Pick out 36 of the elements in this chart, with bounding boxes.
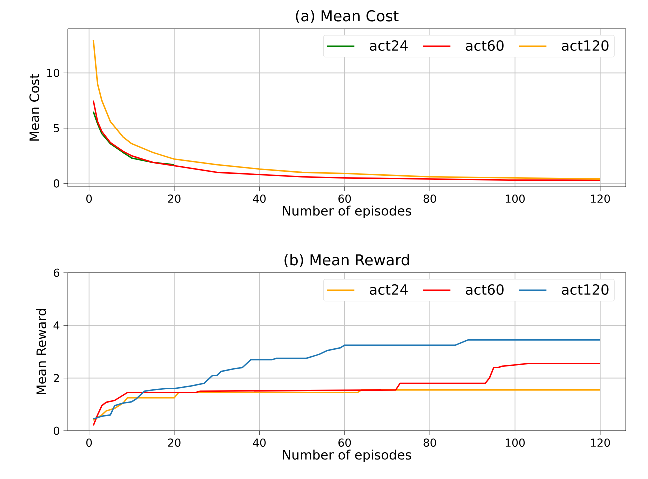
x-tick-label: 80	[424, 194, 436, 204]
legend-label: act60	[466, 284, 504, 296]
y-axis-title: Mean Reward	[36, 309, 46, 395]
x-tick-label: 20	[168, 194, 181, 204]
y-tick-label: 2	[54, 374, 60, 382]
x-tick-label: 60	[338, 194, 352, 204]
x-tick-label: 60	[338, 438, 352, 448]
x-tick-label: 20	[168, 438, 181, 448]
x-tick-label: 80	[424, 438, 436, 448]
x-axis-title: Number of episodes	[283, 450, 412, 462]
chart-title: (a) Mean Cost	[296, 10, 399, 24]
legend-label: act60	[466, 40, 504, 52]
legend-label: act120	[562, 40, 609, 52]
legend-label: act120	[562, 284, 609, 296]
x-tick-label: 40	[253, 438, 266, 448]
x-tick-label: 120	[591, 438, 610, 448]
y-tick-label: 5	[54, 124, 60, 132]
legend-label: act24	[370, 284, 408, 296]
x-axis-title: Number of episodes	[283, 206, 412, 218]
y-tick-label: 4	[54, 322, 60, 330]
y-tick-label: 6	[54, 268, 60, 278]
line-series	[92, 339, 602, 420]
x-tick-label: 0	[86, 438, 92, 448]
y-tick-label: 0	[54, 180, 60, 188]
x-tick-label: 0	[86, 194, 92, 204]
y-axis-title: Mean Cost	[30, 74, 40, 141]
line-series	[92, 111, 176, 166]
y-tick-label: 10	[47, 69, 60, 78]
chart-title: (b) Mean Reward	[284, 254, 410, 268]
x-tick-label: 120	[591, 194, 610, 204]
x-tick-label: 100	[506, 438, 525, 448]
line-series	[92, 389, 602, 422]
x-tick-label: 40	[253, 194, 266, 204]
y-tick-label: 0	[54, 426, 60, 436]
x-tick-label: 100	[506, 194, 525, 204]
legend-label: act24	[370, 40, 408, 52]
